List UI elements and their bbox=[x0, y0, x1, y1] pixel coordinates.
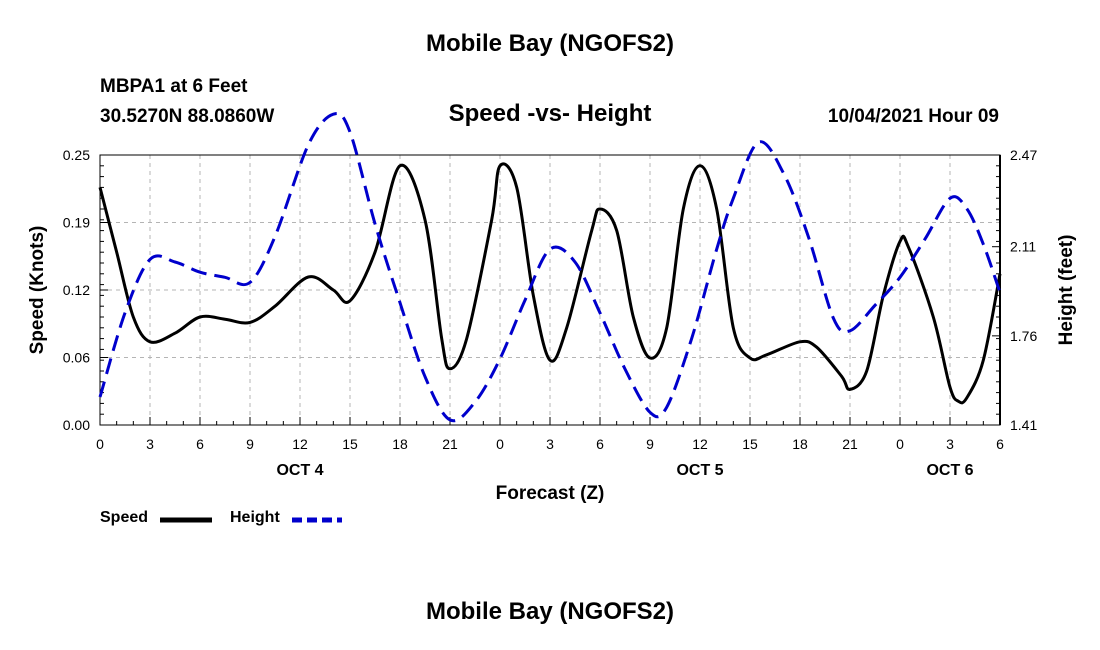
grid-layer bbox=[100, 155, 1000, 425]
y-axis-left-label: Speed (Knots) bbox=[27, 226, 48, 355]
x-tick-label: 21 bbox=[442, 436, 458, 452]
day-label: OCT 6 bbox=[926, 462, 973, 479]
y-right-tick-label: 1.41 bbox=[1010, 417, 1037, 433]
height-series-line bbox=[98, 112, 1002, 423]
x-tick-label: 6 bbox=[196, 436, 204, 452]
labels-layer: 0 3 6 9 12 15 18 21 0 3 6 9 12 15 18 21 0 3 6 OCT 4 OCT 5 OCT… bbox=[63, 147, 1038, 479]
day-label: OCT 5 bbox=[676, 462, 723, 479]
x-tick-label: 15 bbox=[342, 436, 358, 452]
footer-title: Mobile Bay (NGOFS2) bbox=[425, 598, 675, 625]
station-label: MBPA1 at 6 Feet bbox=[100, 76, 248, 97]
y-right-tick-label: 2.47 bbox=[1010, 147, 1037, 163]
y-left-tick-label: 0.25 bbox=[63, 147, 90, 163]
legend-speed-label: Speed bbox=[100, 509, 149, 526]
y-right-tick-label: 2.11 bbox=[1010, 239, 1036, 255]
chart-subtitle: Speed -vs- Height bbox=[448, 100, 652, 127]
x-tick-label: 18 bbox=[392, 436, 408, 452]
x-tick-label: 18 bbox=[792, 436, 808, 452]
x-tick-label: 6 bbox=[996, 436, 1004, 452]
x-tick-label: 0 bbox=[496, 436, 504, 452]
y-right-tick-label: 1.76 bbox=[1010, 328, 1037, 344]
speed-series-line bbox=[98, 162, 1002, 405]
x-tick-label: 9 bbox=[246, 436, 254, 452]
x-axis-label: Forecast (Z) bbox=[496, 483, 605, 504]
series-layer bbox=[98, 112, 1002, 423]
y-left-tick-label: 0.19 bbox=[63, 215, 90, 231]
station-coordinates: 30.5270N 88.0860W bbox=[100, 106, 275, 127]
y-left-tick-label: 0.06 bbox=[63, 350, 90, 366]
x-tick-label: 3 bbox=[946, 436, 954, 452]
x-tick-label: 0 bbox=[96, 436, 104, 452]
x-tick-label: 15 bbox=[742, 436, 758, 452]
forecast-datetime: 10/04/2021 Hour 09 bbox=[827, 106, 999, 127]
x-tick-label: 6 bbox=[596, 436, 604, 452]
y-left-tick-label: 0.00 bbox=[63, 417, 90, 433]
x-tick-label: 3 bbox=[546, 436, 554, 452]
x-tick-label: 3 bbox=[146, 436, 154, 452]
x-tick-label: 21 bbox=[842, 436, 858, 452]
y-left-tick-label: 0.12 bbox=[63, 282, 90, 298]
day-label: OCT 4 bbox=[276, 462, 323, 479]
x-tick-label: 9 bbox=[646, 436, 654, 452]
x-tick-label: 12 bbox=[292, 436, 308, 452]
x-tick-label: 12 bbox=[692, 436, 708, 452]
y-axis-right-label: Height (feet) bbox=[1056, 235, 1077, 346]
legend-height-label: Height bbox=[230, 509, 280, 526]
chart-title: Mobile Bay (NGOFS2) bbox=[425, 30, 675, 57]
x-tick-label: 0 bbox=[896, 436, 904, 452]
